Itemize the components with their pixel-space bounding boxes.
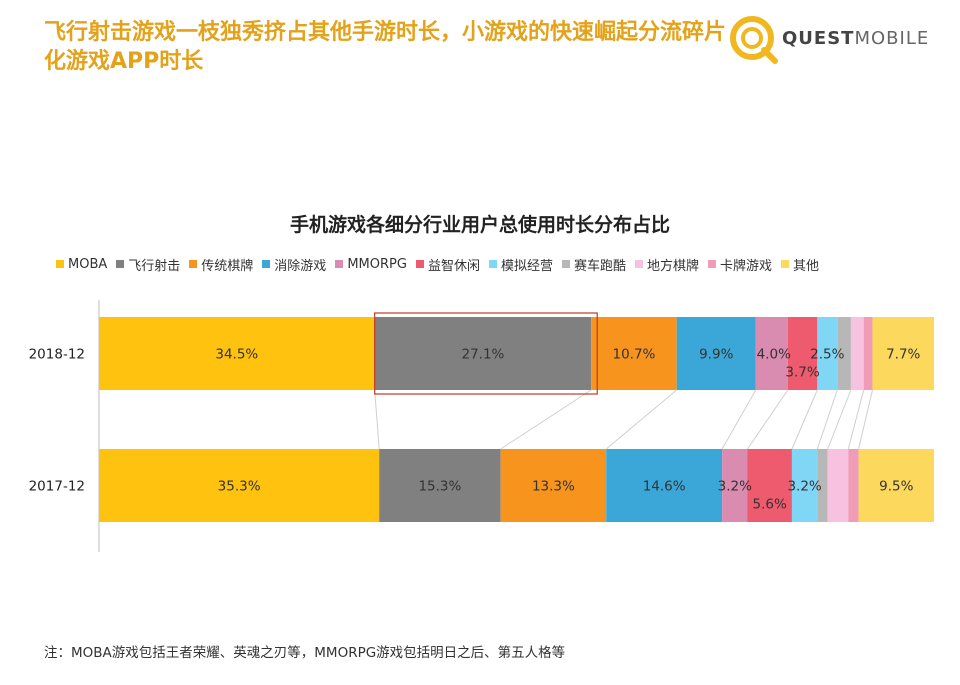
bar-segment [817, 317, 838, 390]
logo-text-light: MOBILE [854, 28, 930, 49]
quest-mobile-logo-icon [730, 16, 778, 64]
bar-segment [850, 317, 864, 390]
data-label: 10.7% [613, 347, 656, 363]
connector-line [374, 389, 380, 450]
data-label: 15.3% [418, 479, 461, 495]
logo-text: QUESTMOBILE [782, 28, 929, 49]
bar-segment [99, 317, 375, 390]
data-label: 7.7% [886, 347, 920, 363]
category-label: 2018-12 [29, 347, 85, 363]
legend-swatch [116, 260, 125, 268]
legend-label: 卡牌游戏 [720, 258, 773, 274]
chart-title: 手机游戏各细分行业用户总使用时长分布占比 [289, 214, 670, 236]
legend-item: 传统棋牌 [189, 255, 253, 274]
connector-line [847, 389, 865, 450]
bar-segment [500, 449, 607, 522]
bar-segment [837, 317, 851, 390]
data-label: 4.0% [757, 347, 791, 363]
legend-swatch [561, 260, 570, 268]
bar-segment [848, 449, 859, 522]
bar-segment [374, 317, 592, 390]
connector-line [500, 389, 592, 450]
connector-line [827, 389, 852, 450]
bar-segment [755, 317, 788, 390]
legend-swatch [415, 260, 424, 268]
data-label: 3.7% [785, 365, 819, 381]
data-label: 2.5% [810, 347, 844, 363]
legend-swatch [781, 260, 790, 268]
legend-item: 益智休闲 [415, 255, 480, 274]
legend-label: 赛车跑酷 [573, 258, 626, 274]
legend-swatch [189, 260, 198, 268]
legend-label: MMORPG [347, 256, 407, 272]
data-label: 35.3% [218, 479, 261, 495]
data-label: 27.1% [461, 347, 504, 363]
legend-label: 传统棋牌 [201, 258, 254, 274]
legend-label: 其他 [793, 258, 820, 274]
connector-line [858, 389, 873, 450]
data-label: 13.3% [532, 479, 575, 495]
connector-line [605, 389, 678, 450]
legend-label: 益智休闲 [427, 258, 480, 274]
data-label: 9.5% [879, 479, 913, 495]
legend-item: MMORPG [335, 257, 407, 272]
highlight-box [374, 312, 598, 395]
bar-segment [606, 449, 723, 522]
category-label: 2017-12 [29, 479, 85, 495]
bar-segment [827, 449, 849, 522]
legend-swatch [335, 260, 344, 268]
legend-swatch [56, 260, 64, 268]
connector-line [816, 389, 838, 450]
bar-segment [379, 449, 501, 522]
bar-segment [676, 317, 756, 390]
legend-item: 模拟经营 [488, 255, 553, 274]
legend-item: 飞行射击 [116, 255, 180, 274]
bar-segment [787, 317, 818, 390]
legend-label: 地方棋牌 [646, 258, 699, 274]
data-label: 34.5% [215, 347, 258, 363]
legend-label: 消除游戏 [274, 258, 327, 274]
logo: QUESTMOBILE [728, 14, 938, 66]
logo-text-bold: QUEST [782, 28, 855, 49]
legend-item: 其他 [781, 255, 819, 274]
bar-segment [791, 449, 818, 522]
bar-segment [872, 317, 934, 390]
bar-segment [722, 449, 748, 522]
legend-label: MOBA [68, 256, 108, 272]
legend-label: 模拟经营 [500, 258, 553, 274]
legend-item: 地方棋牌 [634, 255, 699, 274]
legend-swatch [262, 260, 271, 268]
data-label: 9.9% [699, 347, 733, 363]
legend-item: MOBA [56, 257, 107, 272]
connector-line [791, 389, 818, 450]
data-label: 3.2% [718, 479, 752, 495]
legend-swatch [708, 260, 716, 268]
bar-segment [747, 449, 792, 522]
bar-segment [858, 449, 934, 522]
legend-label: 飞行射击 [128, 258, 181, 274]
headline: 飞行射击游戏一枝独秀挤占其他手游时长，小游戏的快速崛起分流碎片化游戏APP时长 [44, 20, 727, 74]
footnote: 注：MOBA游戏包括王者荣耀、英魂之刃等，MMORPG游戏包括明日之后、第五人格… [44, 645, 566, 661]
data-label: 14.6% [643, 479, 686, 495]
connector-line [747, 389, 789, 450]
bar-segment [863, 317, 873, 390]
chart-legend: MOBA 飞行射击 传统棋牌 消除游戏 MMORPG 益智休闲 模拟经营 赛车跑酷 地方棋牌 卡牌… [56, 254, 828, 274]
legend-item: 消除游戏 [262, 255, 326, 274]
bar-segment [817, 449, 828, 522]
legend-item: 赛车跑酷 [561, 255, 626, 274]
data-label: 3.2% [787, 479, 821, 495]
legend-swatch [634, 260, 643, 268]
bar-segment [99, 449, 380, 522]
legend-swatch [488, 260, 497, 268]
legend-item: 卡牌游戏 [708, 255, 772, 274]
connector-line [721, 389, 757, 450]
data-label: 5.6% [753, 497, 787, 513]
bar-segment [591, 317, 677, 390]
